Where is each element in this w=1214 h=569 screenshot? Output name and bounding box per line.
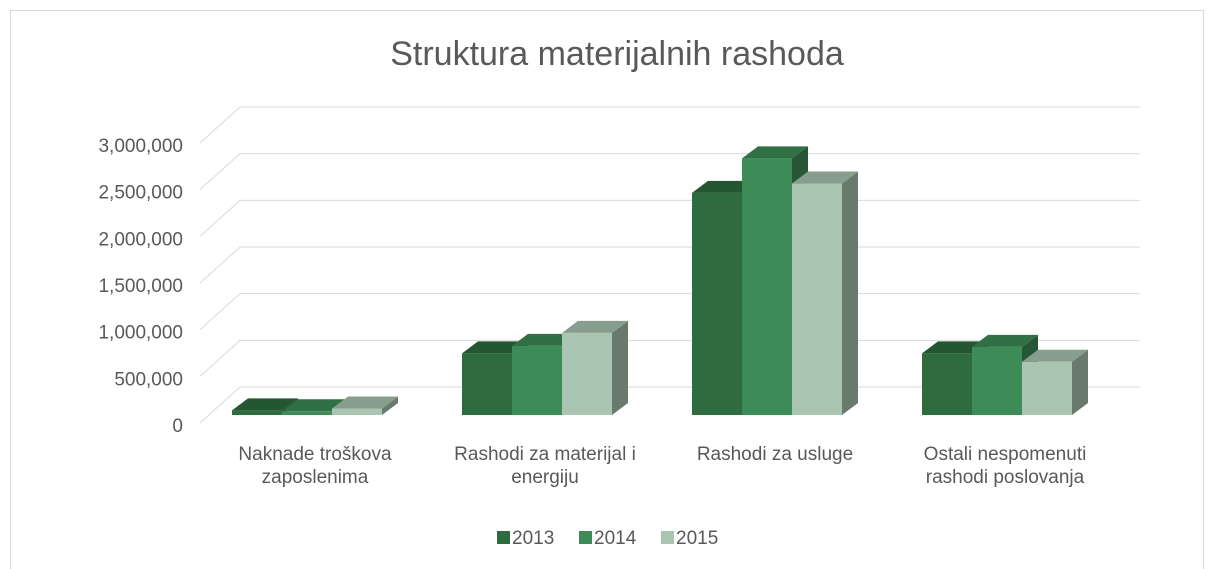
bar bbox=[562, 320, 628, 415]
bar-top bbox=[232, 398, 298, 411]
bar-top bbox=[742, 146, 808, 159]
bar-top bbox=[282, 399, 348, 412]
x-tick-label: Rashodi za materijal i energiju bbox=[454, 444, 636, 488]
bar-front bbox=[1022, 361, 1072, 415]
bar-top bbox=[922, 341, 988, 354]
bar-top bbox=[692, 180, 758, 193]
grid-line bbox=[199, 153, 1140, 191]
y-tick-label: 500,000 bbox=[114, 369, 183, 390]
bar-front bbox=[562, 332, 612, 415]
legend-label: 2015 bbox=[676, 528, 718, 549]
chart-border bbox=[10, 10, 1204, 569]
bar-side bbox=[382, 396, 398, 415]
bar bbox=[1022, 349, 1088, 415]
bar-front bbox=[922, 353, 972, 415]
grid-line bbox=[199, 106, 1140, 144]
y-tick-label: 1,000,000 bbox=[98, 323, 183, 344]
y-tick-label: 0 bbox=[172, 416, 183, 437]
bar-front bbox=[332, 408, 382, 415]
bar-side bbox=[842, 171, 858, 415]
bar-top bbox=[1022, 349, 1088, 362]
bar-front bbox=[282, 411, 332, 415]
bar-front bbox=[462, 353, 512, 415]
y-tick-label: 2,500,000 bbox=[98, 183, 183, 204]
bar-front bbox=[792, 183, 842, 415]
legend-swatch bbox=[497, 531, 510, 544]
legend-label: 2013 bbox=[512, 528, 554, 549]
bar-front bbox=[692, 192, 742, 415]
y-tick-label: 2,000,000 bbox=[98, 229, 183, 250]
legend-swatch bbox=[579, 531, 592, 544]
legend-swatch bbox=[661, 531, 674, 544]
bar-side bbox=[612, 320, 628, 415]
y-tick-label: 3,000,000 bbox=[98, 136, 183, 157]
x-tick-label: Naknade troškova zaposlenima bbox=[238, 444, 392, 488]
legend-label: 2014 bbox=[594, 528, 637, 549]
bar-front bbox=[972, 346, 1022, 415]
bar-top bbox=[972, 334, 1038, 347]
y-tick-label: 1,500,000 bbox=[98, 276, 183, 297]
bar-front bbox=[742, 158, 792, 416]
bar bbox=[792, 171, 858, 415]
bar-top bbox=[792, 171, 858, 184]
bar-front bbox=[232, 410, 282, 415]
bar-top bbox=[332, 396, 398, 409]
chart-title: Struktura materijalnih rashoda bbox=[390, 35, 844, 73]
bar-top bbox=[512, 333, 578, 346]
bar bbox=[332, 396, 398, 415]
bar-front bbox=[512, 345, 562, 415]
x-tick-label: Rashodi za usluge bbox=[696, 444, 854, 465]
x-tick-label: Ostali nespomenuti rashodi poslovanja bbox=[923, 444, 1087, 488]
bar-top bbox=[562, 320, 628, 333]
bar-top bbox=[462, 341, 528, 354]
bar-side bbox=[1072, 349, 1088, 415]
